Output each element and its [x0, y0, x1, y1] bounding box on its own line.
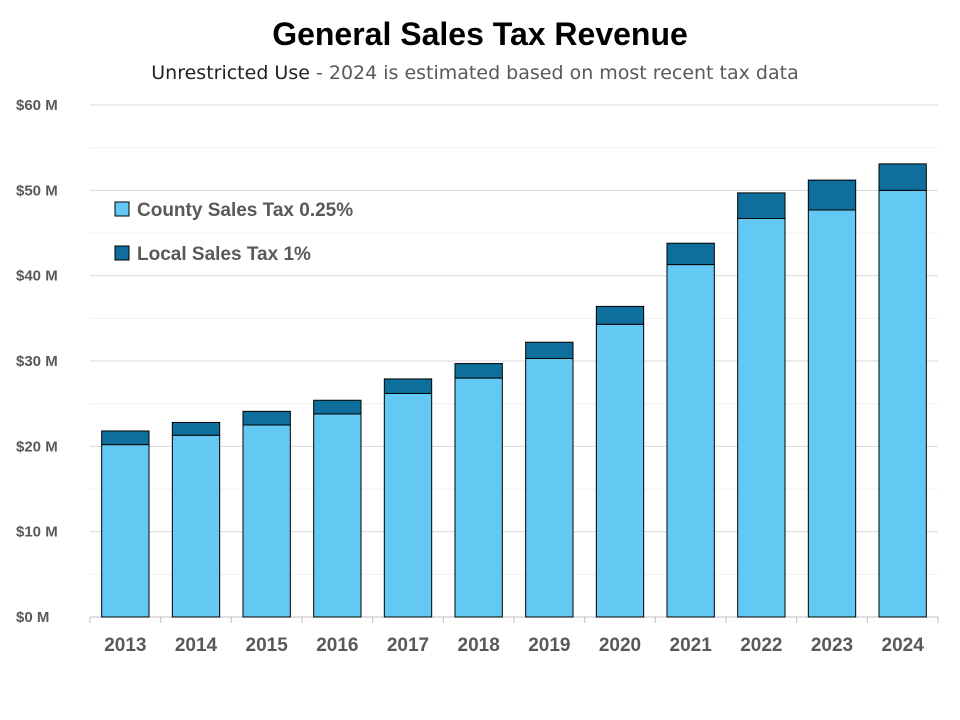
subtitle-main: Unrestricted Use	[151, 62, 310, 84]
x-tick-label: 2017	[387, 635, 429, 656]
bar-county-2021	[666, 264, 715, 618]
x-tick-label: 2013	[104, 635, 146, 656]
y-axis: $0 M $10 M $20 M $30 M $40 M $50 M $60 M	[16, 97, 58, 626]
x-tick-label: 2024	[882, 635, 925, 656]
legend-swatch	[114, 245, 130, 261]
subtitle-note: - 2024 is estimated based on most recent…	[309, 62, 799, 84]
legend: County Sales Tax 0.25% Local Sales Tax 1%	[114, 200, 353, 265]
bar-local-2015	[242, 410, 291, 426]
bar-county-2019	[525, 357, 574, 618]
y-tick-label: $0 M	[16, 609, 49, 626]
bar-county-2015	[242, 424, 291, 618]
x-tick-label: 2021	[670, 635, 713, 656]
bar-local-2017	[383, 378, 433, 394]
bar-local-2014	[171, 421, 221, 436]
bar-local-2013	[101, 430, 150, 446]
x-tick-label: 2020	[599, 635, 641, 656]
bar-county-2018	[454, 377, 503, 618]
x-tick-label: 2016	[316, 635, 358, 656]
bar-local-2023	[807, 179, 857, 211]
y-tick-label: $60 M	[16, 97, 58, 114]
x-tick-label: 2018	[458, 635, 500, 656]
bar-county-2023	[807, 209, 857, 618]
legend-label: County Sales Tax 0.25%	[137, 200, 353, 221]
bar-county-2020	[595, 323, 645, 618]
legend-swatch	[114, 201, 130, 217]
y-tick-label: $10 M	[16, 524, 58, 541]
bar-local-2019	[525, 341, 574, 359]
x-tick-label: 2023	[811, 635, 853, 656]
bar-local-2021	[666, 242, 715, 266]
y-tick-label: $30 M	[16, 353, 58, 370]
x-tick-label: 2014	[175, 635, 218, 656]
bar-county-2024	[878, 189, 927, 618]
y-tick-label: $50 M	[16, 182, 58, 199]
bar-county-2013	[101, 444, 150, 618]
bar-local-2016	[313, 399, 362, 415]
x-axis: 2013 2014 2015 2016 2017 2018 2019 2020 2021 2022…	[89, 617, 939, 656]
bar-local-2020	[595, 305, 645, 325]
bar-county-2017	[383, 392, 433, 618]
chart-title: General Sales Tax Revenue	[272, 16, 688, 52]
legend-label: Local Sales Tax 1%	[137, 244, 311, 265]
y-tick-label: $40 M	[16, 268, 58, 285]
y-tick-label: $20 M	[16, 438, 58, 455]
bar-local-2022	[737, 192, 786, 219]
x-tick-label: 2019	[528, 635, 570, 656]
bar-local-2024	[878, 163, 927, 191]
bar-county-2016	[313, 413, 362, 618]
bars	[101, 163, 927, 618]
bar-county-2022	[737, 217, 786, 618]
bar-county-2014	[171, 434, 221, 618]
bar-local-2018	[454, 363, 503, 379]
x-tick-label: 2015	[246, 635, 289, 656]
x-tick-label: 2022	[740, 635, 782, 656]
chart-subtitle: Unrestricted Use - 2024 is estimated bas…	[0, 62, 950, 84]
